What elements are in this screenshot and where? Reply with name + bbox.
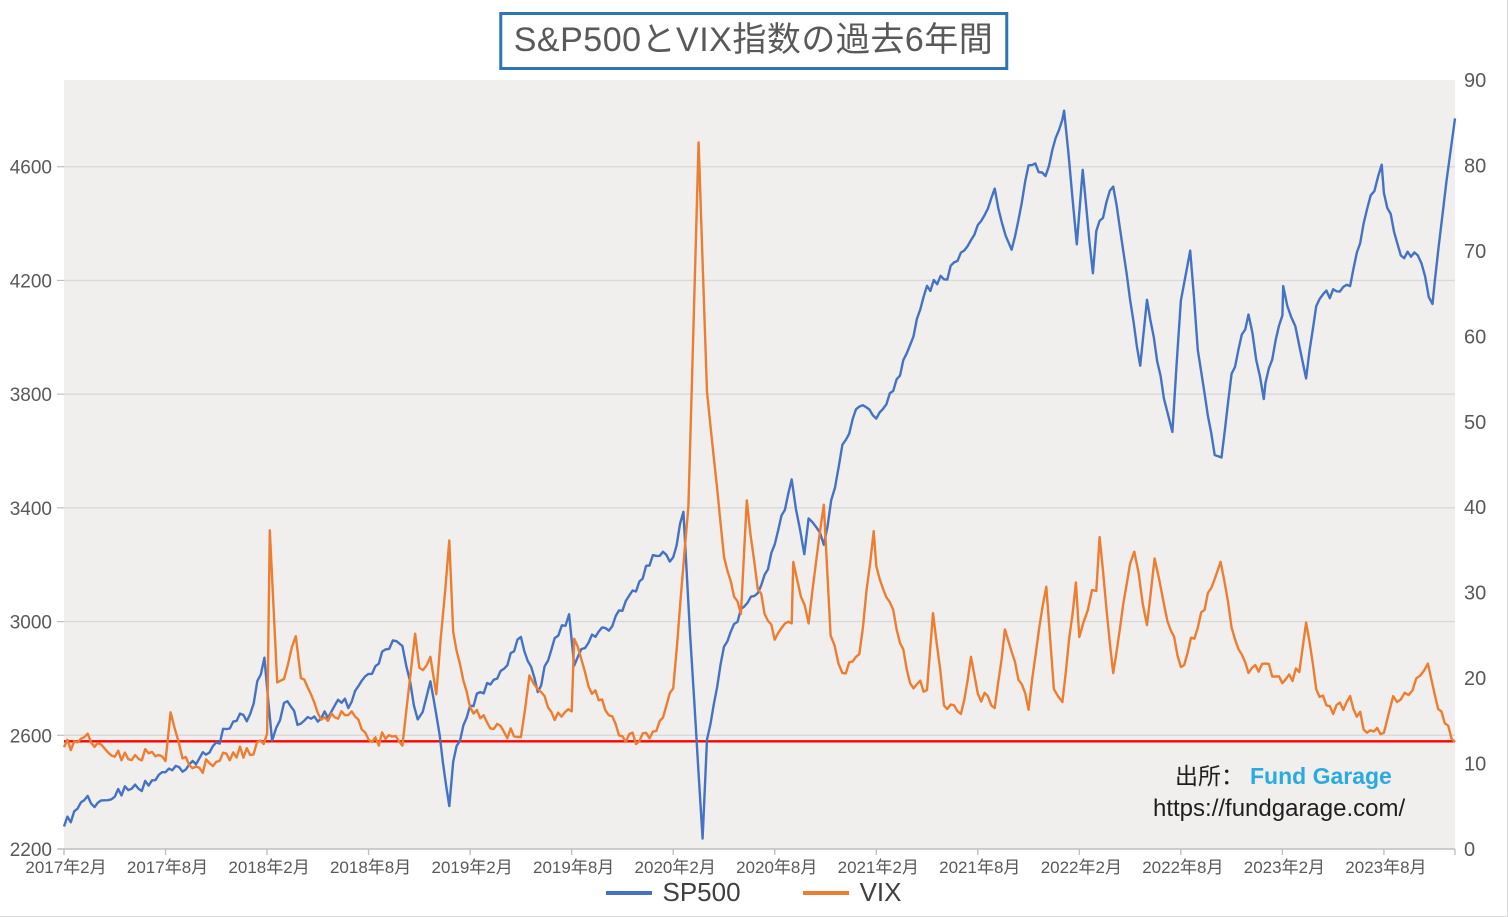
axis-ticks	[57, 166, 64, 850]
x-tick-label: 2018年2月	[228, 858, 309, 877]
x-tick-label: 2023年2月	[1244, 858, 1325, 877]
x-tick-label: 2018年8月	[330, 858, 411, 877]
y-right-tick-label: 40	[1464, 497, 1486, 519]
legend-label-sp500: SP500	[662, 877, 741, 907]
x-tick-label: 2020年8月	[736, 858, 817, 877]
y-left-tick-label: 3800	[10, 385, 52, 406]
source-url: https://fundgarage.com/	[1153, 795, 1406, 822]
y-right-tick-label: 90	[1464, 70, 1486, 92]
source-label: 出所：	[1175, 763, 1244, 789]
plot-area	[64, 80, 1455, 849]
y-right-tick-label: 50	[1464, 412, 1486, 434]
y-right-tick-label: 30	[1464, 583, 1486, 605]
x-tick-label: 2022年8月	[1142, 858, 1223, 877]
x-tick-label: 2021年2月	[838, 858, 919, 877]
chart-title-box: S&P500とVIX指数の過去6年間	[498, 12, 1009, 71]
x-tick-label: 2017年8月	[127, 858, 208, 877]
source-note: 出所： Fund Garage	[1175, 757, 1392, 791]
x-axis	[58, 848, 1456, 855]
y-right-tick-label: 80	[1464, 155, 1486, 177]
legend-item-vix: VIX	[802, 877, 902, 908]
y-left-tick-label: 4200	[10, 271, 52, 292]
y-left-tick-label: 2200	[10, 840, 52, 861]
x-tick-label: 2019年8月	[533, 858, 614, 877]
y-right-tick-label: 0	[1464, 839, 1475, 861]
y-right-tick-label: 20	[1464, 668, 1486, 690]
x-tick-label: 2021年8月	[939, 858, 1020, 877]
x-tick-label: 2019年2月	[431, 858, 512, 877]
source-brand: Fund Garage	[1250, 763, 1392, 789]
y-left-tick-label: 4600	[10, 158, 52, 179]
x-tick-label: 2020年2月	[635, 858, 716, 877]
y-left-tick-label: 3400	[10, 499, 52, 520]
vix-line-swatch-icon	[802, 890, 849, 895]
y-right-tick-label: 10	[1464, 754, 1486, 776]
legend-label-vix: VIX	[859, 877, 902, 907]
gridlines	[64, 166, 1455, 736]
y-left-tick-label: 2600	[10, 726, 52, 747]
y-left-tick-label: 3000	[10, 613, 52, 634]
sp500-line-swatch-icon	[605, 890, 652, 895]
y-axis-left-labels: 2200 2600 3000 3400 3800 4200 4600	[10, 158, 52, 861]
x-tick-label: 2023年8月	[1345, 858, 1426, 877]
x-axis-labels: 2017年2月 2017年8月 2018年2月 2018年8月 2019年2月 2019年…	[25, 858, 1426, 877]
x-tick-label: 2022年2月	[1041, 858, 1122, 877]
y-right-tick-label: 70	[1464, 241, 1486, 263]
x-tick-label: 2017年2月	[25, 858, 106, 877]
sp500-line	[62, 109, 1457, 840]
y-axis-right-labels: 0 10 20 30 40 50 60 70 80 90	[1464, 70, 1486, 861]
vix-line	[62, 141, 1456, 774]
chart-title: S&P500とVIX指数の過去6年間	[513, 21, 994, 59]
legend-item-sp500: SP500	[605, 877, 741, 908]
y-right-tick-label: 60	[1464, 326, 1486, 348]
legend: SP500 VIX	[605, 877, 902, 908]
